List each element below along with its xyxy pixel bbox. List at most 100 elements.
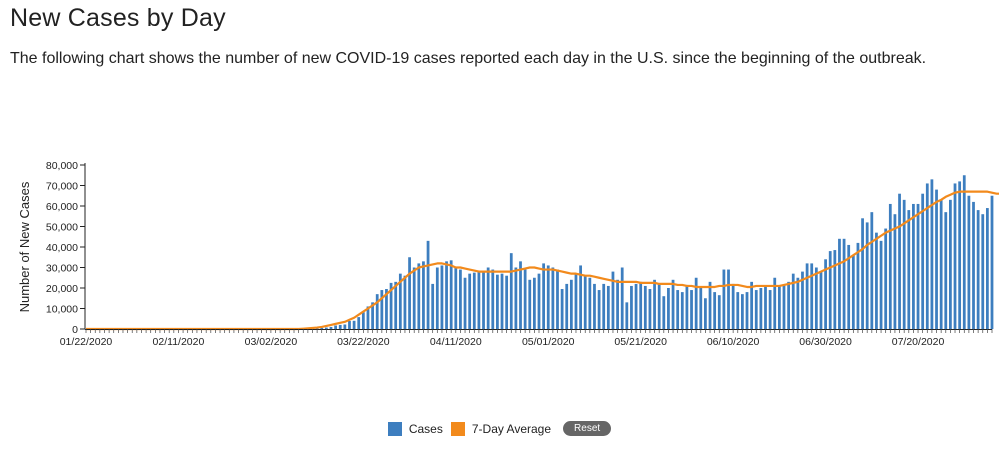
bar-cases (888, 203, 892, 329)
reset-button[interactable]: Reset (563, 421, 612, 436)
x-tick-label: 07/20/2020 (892, 336, 945, 348)
bar-cases (634, 283, 638, 329)
bar-cases (338, 324, 342, 329)
bar-cases (556, 269, 559, 329)
bar-cases (606, 285, 610, 329)
x-tick-label: 05/01/2020 (522, 336, 575, 348)
bar-cases (990, 195, 994, 329)
bar-cases (676, 290, 680, 329)
bar-cases (398, 273, 402, 329)
bar-cases (727, 269, 730, 329)
bar-cases (962, 175, 966, 329)
bar-cases (602, 283, 606, 329)
legend-item-average[interactable]: 7-Day Average (450, 421, 552, 436)
bar-cases (625, 302, 629, 329)
bar-cases (491, 269, 495, 329)
bar-cases (509, 253, 513, 329)
bar-cases (348, 321, 351, 329)
bar-cases (611, 271, 615, 329)
bar-cases (486, 267, 490, 329)
bar-cases (426, 240, 430, 329)
y-tick-label: 80,000 (46, 160, 78, 172)
bar-cases (639, 281, 643, 329)
bar-cases (694, 277, 698, 329)
x-tick-label: 06/10/2020 (707, 336, 760, 348)
bar-cases (565, 283, 569, 329)
legend-swatch-average (450, 421, 465, 436)
bar-cases (662, 296, 666, 329)
bar-cases (431, 283, 435, 329)
bar-cases (445, 261, 448, 329)
bar-cases (667, 288, 670, 329)
legend-item-cases[interactable]: Cases (387, 421, 443, 436)
bar-cases (851, 255, 855, 329)
bar-cases (375, 294, 379, 329)
legend-label-average: 7-Day Average (471, 421, 552, 436)
bar-cases (847, 244, 851, 329)
y-tick-label: 30,000 (46, 263, 78, 275)
bar-cases (385, 289, 388, 329)
y-axis-title: Number of New Cases (17, 181, 32, 312)
bar-cases (861, 218, 864, 329)
bar-cases (329, 326, 333, 329)
page-description: The following chart shows the number of … (10, 50, 927, 67)
bar-cases (574, 273, 578, 329)
bar-cases (796, 277, 800, 329)
bar-cases (875, 232, 878, 329)
bar-cases (440, 265, 444, 329)
bar-cases (902, 199, 906, 329)
bar-cases (879, 240, 883, 329)
bar-cases (953, 183, 957, 329)
bar-cases (616, 279, 619, 329)
bar-cases (334, 325, 337, 329)
bar-cases (500, 273, 504, 329)
bars-group (103, 175, 994, 330)
bar-cases (722, 269, 726, 329)
bar-cases (523, 269, 527, 329)
bar-cases (671, 279, 675, 329)
bar-cases (912, 203, 915, 329)
bar-cases (403, 275, 407, 329)
bar-cases (856, 242, 860, 329)
x-tick-label: 01/22/2020 (60, 336, 113, 348)
y-tick-label: 60,000 (46, 201, 78, 213)
bar-cases (380, 290, 384, 329)
bar-cases (925, 183, 929, 329)
bar-cases (630, 285, 633, 329)
bar-cases (972, 201, 975, 329)
bar-cases (985, 208, 989, 329)
bar-cases (324, 327, 328, 329)
bar-cases (352, 320, 356, 329)
bar-cases (708, 281, 712, 329)
bar-cases (546, 265, 550, 329)
bar-cases (810, 263, 814, 329)
y-tick-label: 0 (72, 324, 78, 336)
bar-cases (870, 212, 874, 329)
bar-cases (741, 294, 744, 329)
bar-cases (777, 285, 781, 329)
bar-cases (643, 285, 647, 329)
bar-cases (787, 281, 790, 329)
bar-cases (422, 261, 425, 329)
bar-cases (514, 267, 518, 329)
bar-cases (838, 238, 841, 329)
bar-cases (680, 292, 684, 329)
bar-cases (579, 265, 582, 329)
x-tick-label: 03/02/2020 (245, 336, 298, 348)
page-title: New Cases by Day (10, 4, 226, 32)
bar-cases (805, 263, 809, 329)
bar-cases (528, 279, 532, 329)
bar-cases (898, 193, 901, 329)
bar-cases (976, 210, 980, 329)
bar-cases (967, 195, 971, 329)
bar-cases (648, 289, 652, 329)
bar-cases (468, 273, 472, 329)
y-tick-label: 40,000 (46, 242, 78, 254)
y-tick-label: 20,000 (46, 283, 78, 295)
bar-cases (657, 283, 661, 329)
bar-cases (814, 267, 818, 329)
bar-cases (736, 292, 740, 329)
legend: Cases 7-Day Average Reset (0, 421, 999, 436)
bar-cases (371, 302, 374, 329)
bar-cases (519, 261, 522, 329)
